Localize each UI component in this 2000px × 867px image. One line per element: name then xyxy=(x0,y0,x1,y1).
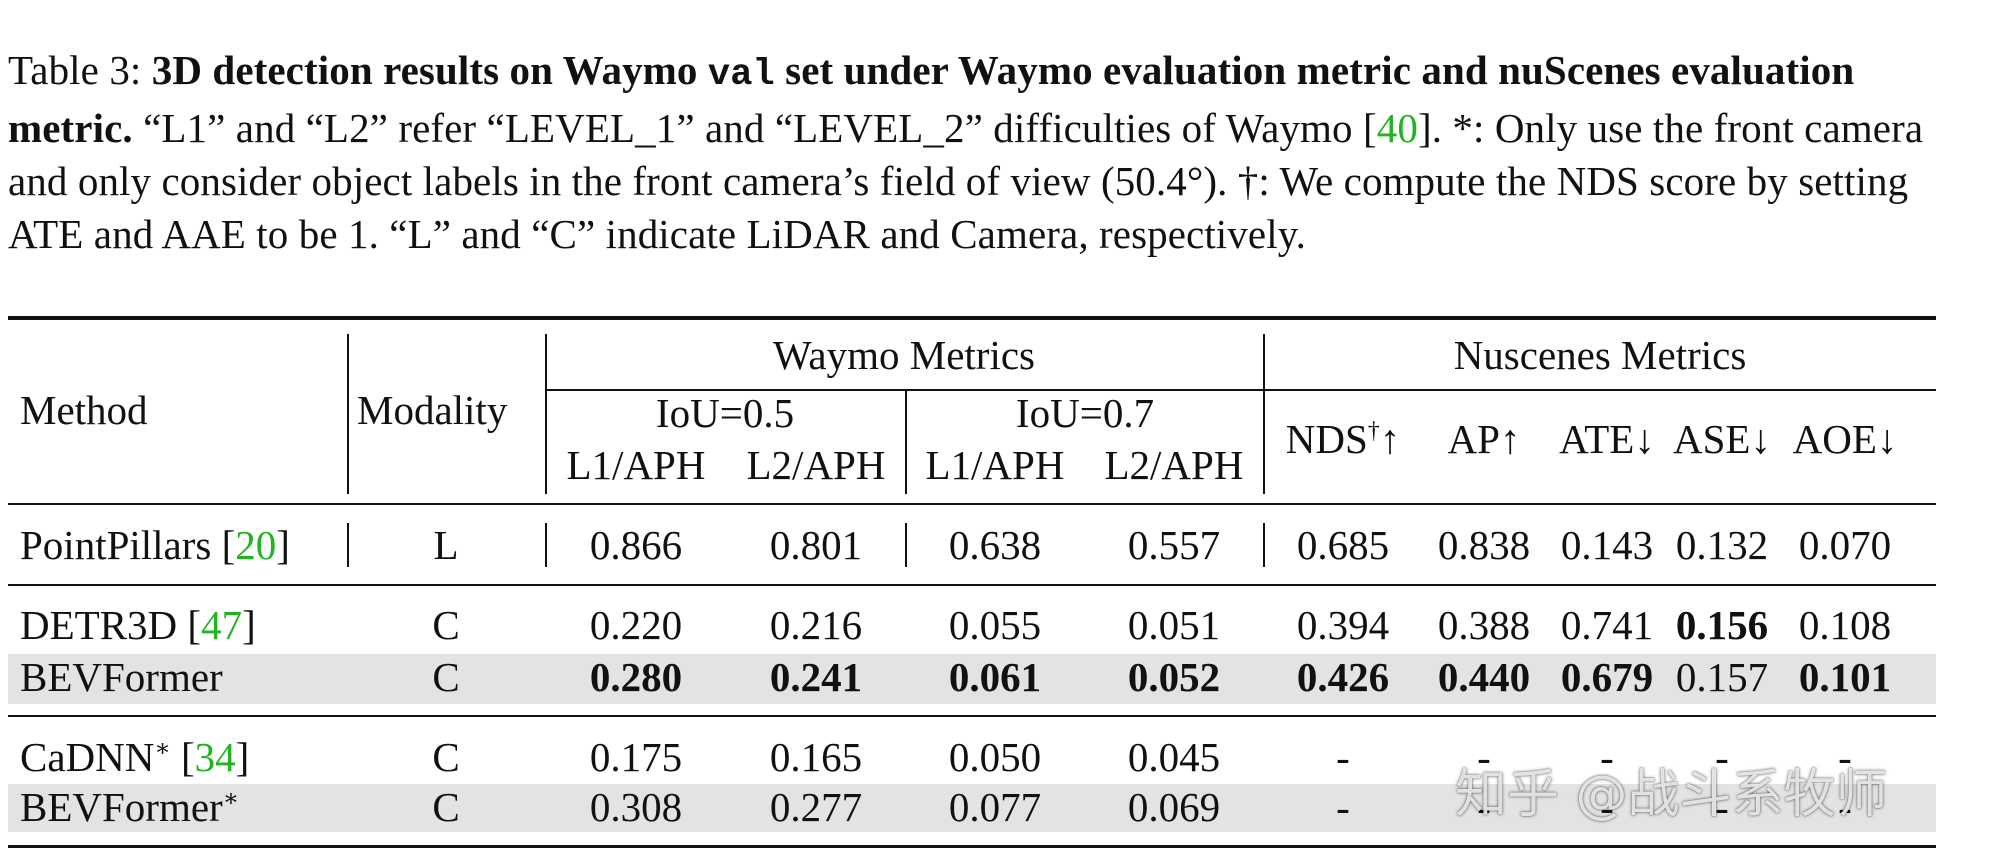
row-value: 0.132 xyxy=(1675,522,1769,568)
row-value: 0.679 xyxy=(1560,654,1654,700)
group-subrule xyxy=(545,389,1936,391)
row-value: 0.685 xyxy=(1296,522,1390,568)
row-value: 0.077 xyxy=(948,784,1042,830)
header-method: Method xyxy=(20,387,148,433)
row-value: 0.050 xyxy=(948,734,1042,780)
citation-link[interactable]: 20 xyxy=(235,522,277,568)
row-value: 0.394 xyxy=(1296,602,1390,648)
group-rule-1 xyxy=(8,584,1936,586)
row-value: 0.220 xyxy=(589,602,683,648)
row-modality: C xyxy=(432,654,460,700)
caption-text-1: “L1” and “L2” refer “LEVEL_1” and “LEVEL… xyxy=(132,105,1377,151)
row-value: - xyxy=(1838,784,1852,830)
row-value: 0.308 xyxy=(589,784,683,830)
row-value: 0.045 xyxy=(1127,734,1221,780)
row-value: 0.440 xyxy=(1437,654,1531,700)
row-value: 0.165 xyxy=(769,734,863,780)
row-value: 0.638 xyxy=(948,522,1042,568)
row-value: 0.175 xyxy=(589,734,683,780)
row-modality: C xyxy=(432,602,460,648)
row-modality: L xyxy=(433,522,459,568)
row-value: 0.866 xyxy=(589,522,683,568)
row-value: - xyxy=(1477,734,1491,780)
row-value: 0.052 xyxy=(1127,654,1221,700)
row-value: - xyxy=(1477,784,1491,830)
header-l2aph-2: L2/APH xyxy=(1104,442,1244,488)
row-value: 0.388 xyxy=(1437,602,1531,648)
row-value: 0.157 xyxy=(1675,654,1769,700)
row-value: - xyxy=(1600,784,1614,830)
caption-bold-2: set under Waymo evaluation metric and nu… xyxy=(8,47,1855,151)
row-method: PointPillars [20] xyxy=(20,522,290,568)
row-value: 0.143 xyxy=(1560,522,1654,568)
row-value: 0.241 xyxy=(769,654,863,700)
row-modality: C xyxy=(432,784,460,830)
row-value: 0.156 xyxy=(1675,602,1769,648)
citation-link[interactable]: 34 xyxy=(194,734,236,780)
vline-row-sep xyxy=(347,523,349,567)
group-rule-2 xyxy=(8,715,1936,717)
row-value: 0.070 xyxy=(1798,522,1892,568)
row-value: - xyxy=(1600,734,1614,780)
caption-ref-link[interactable]: 40 xyxy=(1376,105,1418,151)
header-rule xyxy=(8,503,1936,505)
header-ap: AP↑ xyxy=(1447,416,1521,462)
row-value: 0.216 xyxy=(769,602,863,648)
row-value: 0.101 xyxy=(1798,654,1892,700)
header-waymo-metrics: Waymo Metrics xyxy=(773,332,1035,378)
row-value: 0.069 xyxy=(1127,784,1221,830)
table-caption: Table 3: 3D detection results on Waymo v… xyxy=(8,44,1983,261)
vline-row-sep xyxy=(905,523,907,567)
header-l2aph-1: L2/APH xyxy=(746,442,886,488)
row-value: 0.277 xyxy=(769,784,863,830)
row-value: 0.801 xyxy=(769,522,863,568)
row-value: 0.557 xyxy=(1127,522,1221,568)
header-modality: Modality xyxy=(357,387,508,433)
row-shade-bevformer xyxy=(8,654,1936,704)
row-method: BEVFormer∗ xyxy=(20,784,240,830)
vline-row-sep xyxy=(1263,523,1265,567)
row-value: - xyxy=(1336,734,1350,780)
citation-link[interactable]: 47 xyxy=(201,602,243,648)
header-nuscenes-metrics: Nuscenes Metrics xyxy=(1453,332,1747,378)
header-l1aph-2: L1/APH xyxy=(925,442,1065,488)
header-l1aph-1: L1/APH xyxy=(566,442,706,488)
header-ate: ATE↓ xyxy=(1559,416,1655,462)
row-value: 0.741 xyxy=(1560,602,1654,648)
vline-waymo xyxy=(1263,334,1265,494)
caption-prefix: Table 3: xyxy=(8,47,152,93)
row-value: - xyxy=(1838,734,1852,780)
vline-row-sep xyxy=(545,523,547,567)
vline-modality xyxy=(545,334,547,494)
row-modality: C xyxy=(432,734,460,780)
row-value: 0.051 xyxy=(1127,602,1221,648)
header-nds: NDS†↑ xyxy=(1285,416,1401,462)
row-value: - xyxy=(1715,784,1729,830)
row-method: BEVFormer xyxy=(20,654,223,700)
top-rule xyxy=(8,316,1936,320)
header-aoe: AOE↓ xyxy=(1792,416,1898,462)
row-value: 0.061 xyxy=(948,654,1042,700)
row-shade-bevformer-star xyxy=(8,784,1936,832)
vline-method xyxy=(347,334,349,494)
row-method: DETR3D [47] xyxy=(20,602,256,648)
bottom-rule xyxy=(8,845,1936,848)
row-value: 0.108 xyxy=(1798,602,1892,648)
row-method: CaDNN∗ [34] xyxy=(20,734,250,780)
row-value: - xyxy=(1715,734,1729,780)
vline-iou xyxy=(905,391,907,494)
row-value: 0.426 xyxy=(1296,654,1390,700)
header-iou-07: IoU=0.7 xyxy=(1015,390,1155,436)
watermark: 知乎 @战斗系牧师 xyxy=(1455,765,1888,825)
row-value: 0.280 xyxy=(589,654,683,700)
caption-bold-1: 3D detection results on Waymo xyxy=(151,47,708,93)
caption-bold-mono: val xyxy=(707,54,775,96)
row-value: 0.055 xyxy=(948,602,1042,648)
header-iou-05: IoU=0.5 xyxy=(655,390,795,436)
row-value: - xyxy=(1336,784,1350,830)
row-value: 0.838 xyxy=(1437,522,1531,568)
caption-text-2: ]. *: Only use the front camera and only… xyxy=(8,105,1924,257)
header-ase: ASE↓ xyxy=(1673,416,1771,462)
